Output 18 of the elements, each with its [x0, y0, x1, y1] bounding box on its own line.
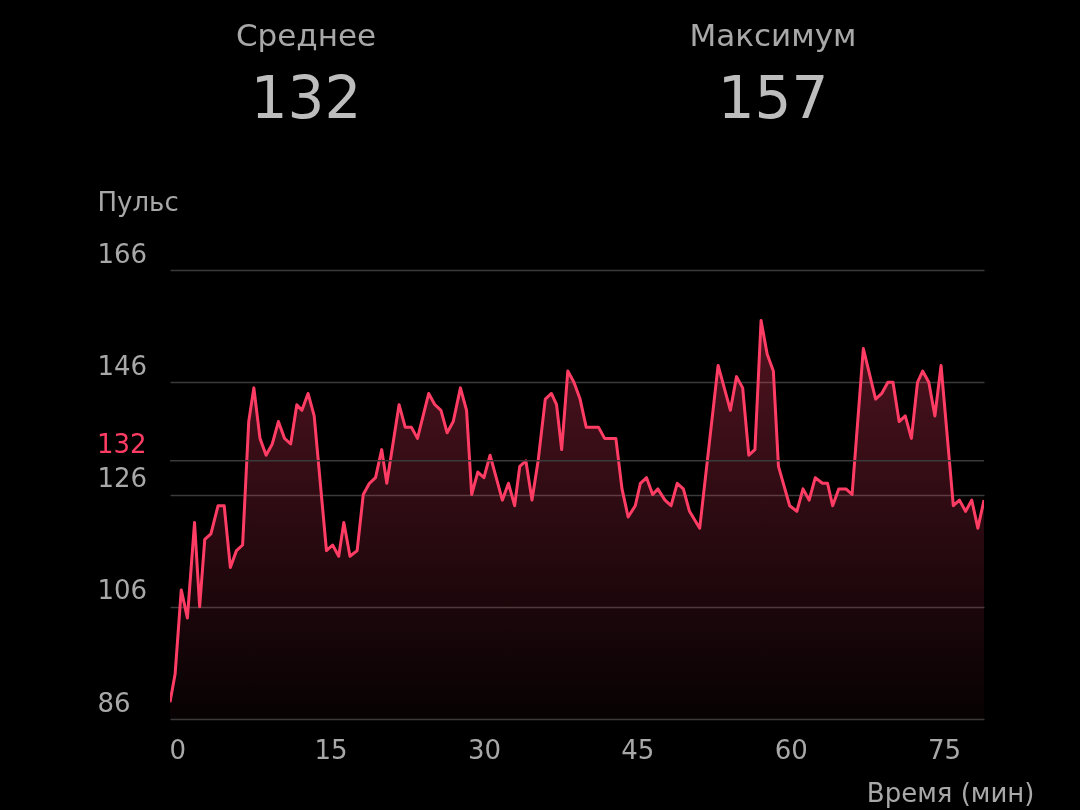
text: 132	[249, 63, 363, 134]
text: Среднее	[234, 16, 378, 55]
y-tick-label: 166	[97, 238, 148, 269]
text: Максимум	[688, 16, 858, 55]
text: 157	[716, 63, 830, 134]
y-tick-label: 146	[97, 350, 148, 381]
x-tick-label: 15	[314, 734, 348, 765]
ref-line-label: 132	[97, 428, 147, 459]
y-axis-title: Пульс	[97, 186, 179, 217]
x-tick-label: 0	[169, 734, 186, 765]
y-tick-label: 126	[97, 463, 148, 493]
y-tick-label: 106	[97, 575, 148, 606]
x-tick-label: 30	[467, 734, 501, 765]
x-tick-label: 45	[621, 734, 655, 765]
x-axis-title: Время (мин)	[866, 777, 1035, 808]
x-tick-label: 75	[928, 734, 962, 765]
y-tick-label: 86	[97, 687, 131, 718]
x-tick-label: 60	[774, 734, 808, 765]
